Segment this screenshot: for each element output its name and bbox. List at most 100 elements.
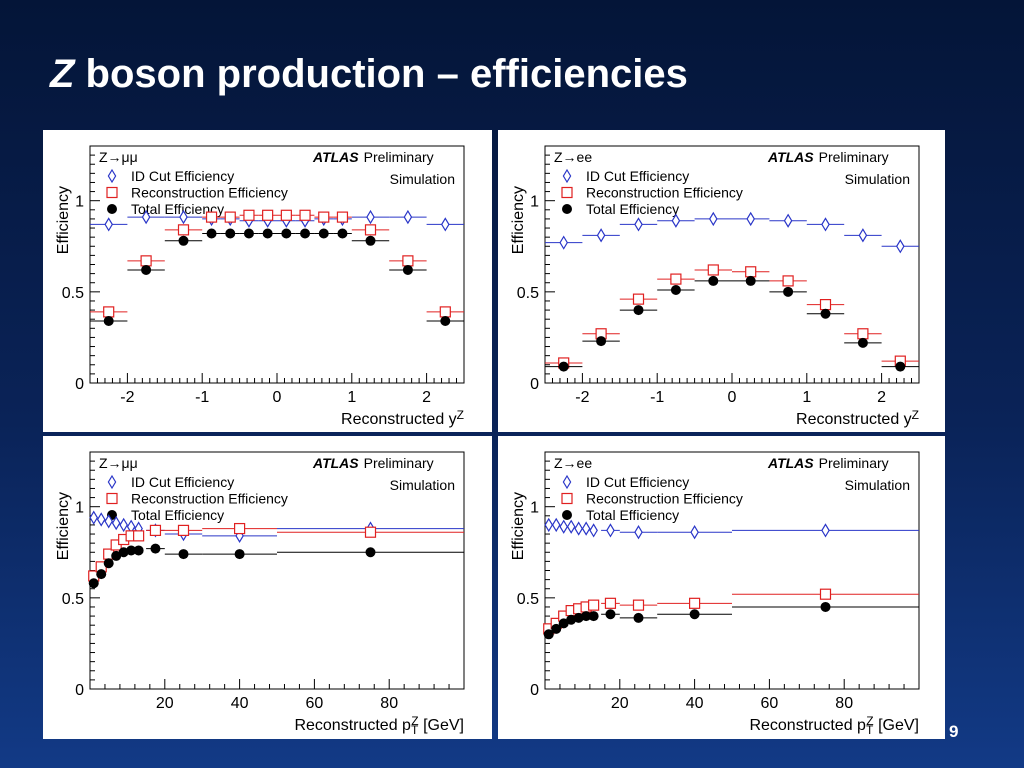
data-point-reconstruction	[745, 266, 757, 278]
series-reconstruction	[543, 588, 919, 635]
data-point-total	[689, 609, 700, 620]
data-point-total	[558, 361, 569, 372]
channel-label: Z→ee	[554, 149, 592, 165]
data-point-total	[588, 611, 599, 622]
legend-label-reconstruction: Reconstruction Efficiency	[131, 491, 288, 507]
simulation-label: Simulation	[845, 477, 910, 493]
preliminary-label: Preliminary	[819, 149, 889, 165]
x-tick-label: 20	[611, 695, 629, 712]
data-point-total	[111, 550, 122, 561]
chart-rapidity-electron: 0 0.5 1 -2 -1 0 1 2 Efficiency Reconstructed yZ Z→…	[510, 145, 920, 428]
data-point-total	[365, 235, 376, 246]
experiment-label: ATLAS Preliminary	[312, 149, 434, 165]
channel-label: Z→μμ	[99, 455, 138, 471]
data-point-id-cut	[119, 517, 128, 533]
legend-label-total: Total Efficiency	[586, 507, 679, 523]
series-total	[543, 601, 919, 640]
data-point-reconstruction	[819, 588, 832, 600]
data-point-id-cut	[544, 517, 554, 533]
data-point-total	[178, 549, 189, 560]
data-point-reconstruction	[318, 211, 330, 223]
data-point-reconstruction	[177, 524, 190, 536]
legend-marker-total	[107, 204, 117, 214]
legend-label-total: Total Efficiency	[131, 201, 224, 217]
x-tick-label: 60	[306, 695, 324, 712]
y-tick-label: 0	[530, 682, 539, 699]
chart-panel-pt-electron: 0 0.5 1 20 40 60 80 Efficiency Reconstructed pTZ…	[498, 436, 945, 739]
x-axis-title: Reconstructed yZ	[796, 408, 919, 428]
legend-marker-id-cut	[562, 168, 572, 184]
data-point-total	[337, 228, 348, 239]
data-point-id-cut	[559, 235, 568, 250]
data-point-total	[178, 235, 189, 246]
chart-rapidity-muon: 0 0.5 1 -2 -1 0 1 2 Efficiency Reconstructed yZ Z→…	[55, 145, 465, 428]
x-axis-title-sub: T	[411, 723, 419, 737]
data-point-id-cut	[566, 519, 576, 534]
y-tick-label: 0	[75, 376, 84, 393]
chart-panel-rapidity-muon: 0 0.5 1 -2 -1 0 1 2 Efficiency Reconstructed yZ Z→…	[43, 130, 492, 432]
data-point-total	[633, 305, 644, 316]
legend-label-reconstruction: Reconstruction Efficiency	[586, 491, 743, 507]
data-point-total	[581, 611, 592, 622]
data-point-total	[243, 228, 254, 239]
data-point-reconstruction	[103, 306, 115, 318]
data-point-total	[300, 228, 311, 239]
series-total	[545, 275, 919, 372]
x-axis-title: Reconstructed yZ	[341, 408, 464, 428]
data-point-id-cut	[634, 217, 643, 232]
data-point-id-cut	[141, 209, 151, 225]
x-axis-title: Reconstructed pTZ [GeV]	[294, 714, 464, 737]
data-point-total	[103, 558, 114, 569]
data-point-reconstruction	[149, 524, 162, 536]
data-point-reconstruction	[588, 599, 600, 611]
x-tick-label: 2	[422, 389, 431, 406]
x-axis-title-sup: Z	[866, 714, 873, 728]
legend-marker-reconstruction	[561, 186, 573, 199]
x-tick-label: -1	[195, 389, 209, 406]
data-point-id-cut	[746, 211, 755, 227]
data-point-id-cut	[589, 523, 598, 538]
data-point-reconstruction	[670, 273, 682, 285]
data-point-id-cut	[89, 510, 99, 525]
experiment-label: ATLAS Preliminary	[312, 455, 434, 471]
y-tick-label: 0	[75, 682, 84, 699]
data-point-reconstruction	[299, 209, 311, 221]
data-point-id-cut	[581, 521, 591, 536]
chart-pt-muon: 0 0.5 1 20 40 60 80 Efficiency Reconstructed pTZ…	[55, 451, 465, 737]
data-point-id-cut	[366, 209, 375, 225]
data-point-reconstruction	[439, 306, 451, 318]
x-tick-label: 0	[728, 389, 737, 406]
data-point-total	[118, 547, 129, 558]
y-tick-label: 0.5	[517, 591, 539, 608]
data-point-id-cut	[179, 209, 188, 225]
data-point-reconstruction	[243, 209, 255, 221]
slide-title-text: boson production – efficiencies	[74, 52, 688, 96]
y-axis-title: Efficiency	[510, 186, 527, 254]
simulation-label: Simulation	[390, 171, 455, 187]
legend-label-reconstruction: Reconstruction Efficiency	[586, 185, 743, 201]
series-id-cut	[545, 211, 919, 254]
y-tick-label: 1	[75, 194, 84, 211]
data-point-total	[88, 578, 99, 589]
data-point-reconstruction	[224, 211, 236, 223]
legend-label-reconstruction: Reconstruction Efficiency	[131, 185, 288, 201]
legend-label-id-cut: ID Cut Efficiency	[131, 168, 234, 184]
data-point-id-cut	[783, 213, 793, 228]
y-tick-label: 1	[530, 194, 539, 211]
x-axis-title: Reconstructed pTZ [GeV]	[749, 714, 919, 737]
data-point-reconstruction	[689, 597, 701, 609]
x-tick-label: 1	[347, 389, 356, 406]
data-point-id-cut	[104, 217, 113, 232]
data-point-reconstruction	[632, 599, 645, 611]
data-point-id-cut	[574, 521, 583, 536]
series-reconstruction	[545, 264, 919, 369]
preliminary-label: Preliminary	[364, 149, 434, 165]
data-point-total	[551, 623, 562, 634]
data-point-total	[440, 316, 451, 327]
data-point-total	[402, 264, 413, 275]
x-tick-label: 40	[686, 695, 704, 712]
x-axis-title-unit: [GeV]	[419, 717, 464, 734]
data-point-id-cut	[559, 519, 568, 534]
data-point-id-cut	[111, 515, 121, 531]
chart-panel-rapidity-electron: 0 0.5 1 -2 -1 0 1 2 Efficiency Reconstructed yZ Z→…	[498, 130, 945, 432]
